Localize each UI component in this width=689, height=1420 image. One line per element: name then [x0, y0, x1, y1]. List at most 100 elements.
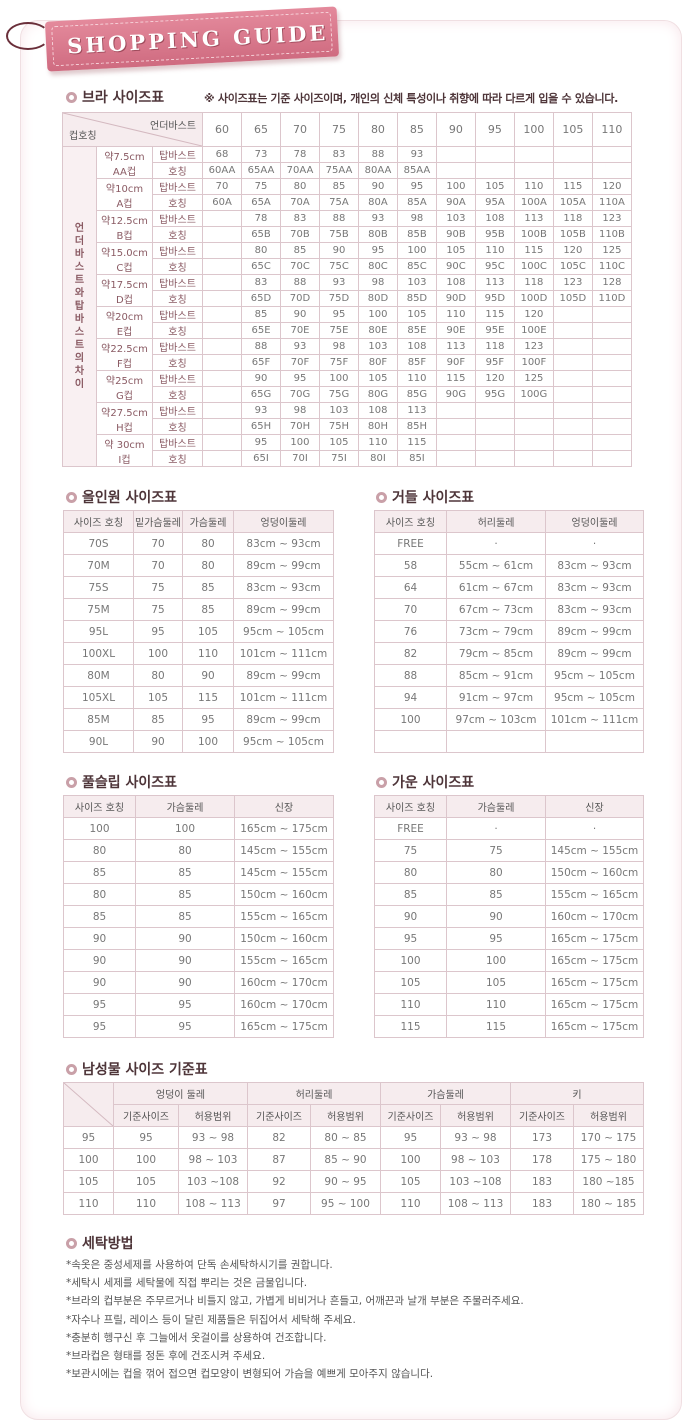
- table-cell: 95cm ~ 105cm: [545, 664, 644, 687]
- size-name-value: 85H: [396, 418, 437, 435]
- top-bust-value: [591, 434, 633, 451]
- size-name-value: [202, 290, 242, 307]
- size-name-value: [552, 450, 593, 467]
- size-name-value: 105D: [552, 290, 593, 307]
- table-cell: 82: [374, 642, 447, 665]
- table-row: 70M 70 80 89cm ~ 99cm: [63, 554, 334, 577]
- group-header: 키: [509, 1082, 645, 1105]
- table-cell: ·: [446, 817, 546, 840]
- cup-name-row: 호칭 65C 70C 75C 80C 85C 90C 95C 100C 105C 110C: [63, 258, 633, 275]
- table-cell: 75: [374, 839, 447, 862]
- table-row: 100 100 165cm ~ 175cm: [374, 949, 644, 972]
- table-cell: FREE: [374, 532, 447, 555]
- table-cell: 115: [446, 1015, 546, 1038]
- table-cell: 82: [247, 1126, 311, 1149]
- size-name-value: 90A: [435, 194, 476, 211]
- table-cell: 95L: [63, 620, 134, 643]
- size-name-value: [591, 418, 633, 435]
- cup-difference: 약15.0cm: [101, 247, 148, 259]
- top-bust-value: [591, 306, 633, 323]
- washing-instructions: *속옷은 중성세제를 사용하여 단독 손세탁하시기를 권합니다. *세탁시 세제를…: [66, 1256, 524, 1383]
- cup-name-row: 호칭 60AA 65AA 70AA 75AA 80AA 85AA: [63, 162, 633, 179]
- table-cell: 100: [133, 642, 183, 665]
- table-cell: 95cm ~ 105cm: [545, 686, 644, 709]
- table-cell: 103 ~108: [440, 1170, 511, 1193]
- cup-cell: 약17.5cm D컵: [96, 274, 153, 307]
- top-bust-value: 103: [396, 274, 437, 291]
- table-cell: 95: [380, 1126, 441, 1149]
- top-bust-value: 85: [241, 306, 281, 323]
- circle-bullet-icon: [66, 1063, 77, 1075]
- sub-header: 허용범위: [572, 1104, 645, 1127]
- size-name-value: [552, 354, 593, 371]
- table-cell: 165cm ~ 175cm: [545, 927, 644, 950]
- cup-cell: 약15.0cm C컵: [96, 242, 153, 275]
- top-bust-row: 약 30cm I컵 탑바스트 95 100 105 110 115: [63, 434, 633, 467]
- table-row: 90 90 155cm ~ 165cm: [63, 949, 334, 972]
- table-cell: 98 ~ 103: [178, 1148, 248, 1171]
- men-size-table: 엉덩이 둘레 허리둘레 가슴둘레 키 기준사이즈 허용범위 기준사이즈 허용범위 기준사이즈 허용…: [63, 1082, 645, 1215]
- cup-name: G컵: [116, 390, 133, 402]
- top-bust-value: 110: [513, 178, 554, 195]
- table-cell: 95: [63, 993, 136, 1016]
- table-cell: 160cm ~ 170cm: [234, 971, 334, 994]
- size-name-value: [474, 418, 515, 435]
- size-name-value: 75H: [318, 418, 359, 435]
- table-cell: 150cm ~ 160cm: [234, 927, 334, 950]
- table-cell: 58: [374, 554, 447, 577]
- table-cell: 105XL: [63, 686, 134, 709]
- underbust-header: 90: [435, 112, 476, 147]
- size-name-value: 70B: [279, 226, 320, 243]
- top-bust-value: 73: [241, 146, 281, 163]
- table-row: 85 85 145cm ~ 155cm: [63, 861, 334, 884]
- top-bust-value: 95: [241, 434, 281, 451]
- table-cell: 75M: [63, 598, 134, 621]
- size-name-value: 100D: [513, 290, 554, 307]
- size-name-value: 85B: [396, 226, 437, 243]
- table-row: 90L 90 100 95cm ~ 105cm: [63, 730, 334, 753]
- table-cell: [545, 730, 644, 753]
- size-name-label: 호칭: [151, 322, 204, 339]
- table-cell: 110: [63, 1192, 114, 1215]
- size-name-value: 90D: [435, 290, 476, 307]
- column-header: 엉덩이둘레: [233, 510, 334, 533]
- sub-header: 허용범위: [310, 1104, 381, 1127]
- size-name-value: 75B: [318, 226, 359, 243]
- top-bust-value: 93: [241, 402, 281, 419]
- table-cell: 75: [133, 576, 183, 599]
- size-name-value: [435, 162, 476, 179]
- underbust-header: 60: [202, 112, 242, 147]
- table-cell: 80: [446, 861, 546, 884]
- table-cell: 103 ~108: [178, 1170, 248, 1193]
- table-cell: 100XL: [63, 642, 134, 665]
- table-cell: ·: [446, 532, 546, 555]
- table-cell: 89cm ~ 99cm: [545, 620, 644, 643]
- table-cell: 100: [380, 1148, 441, 1171]
- table-cell: 85: [133, 708, 183, 731]
- table-cell: 95cm ~ 105cm: [233, 620, 334, 643]
- top-bust-value: 108: [474, 210, 515, 227]
- top-bust-value: 113: [396, 402, 437, 419]
- cup-name-row: 호칭 65F 70F 75F 80F 85F 90F 95F 100F: [63, 354, 633, 371]
- table-cell: 115: [182, 686, 234, 709]
- table-cell: 105: [113, 1170, 179, 1193]
- size-name-value: 75I: [318, 450, 359, 467]
- size-name-value: 65B: [241, 226, 281, 243]
- size-name-value: [552, 162, 593, 179]
- top-bust-label: 탑바스트: [151, 242, 204, 259]
- sub-header: 기준사이즈: [113, 1104, 179, 1127]
- table-cell: 75: [133, 598, 183, 621]
- table-cell: 95: [133, 620, 183, 643]
- table-row: 110 110 165cm ~ 175cm: [374, 993, 644, 1016]
- header-row: 언더바스트 컵호칭 60 65 70 75 80 85 90 95 100 105 110: [61, 112, 633, 147]
- size-name-value: 90E: [435, 322, 476, 339]
- girdle-section-title: 거들 사이즈표: [376, 487, 474, 507]
- top-bust-value: 105: [357, 370, 398, 387]
- top-bust-value: 85: [279, 242, 320, 259]
- top-bust-value: 98: [396, 210, 437, 227]
- top-bust-value: [552, 146, 593, 163]
- table-cell: 85cm ~ 91cm: [446, 664, 546, 687]
- table-cell: 89cm ~ 99cm: [233, 598, 334, 621]
- top-bust-value: [513, 434, 554, 451]
- top-bust-value: 90: [241, 370, 281, 387]
